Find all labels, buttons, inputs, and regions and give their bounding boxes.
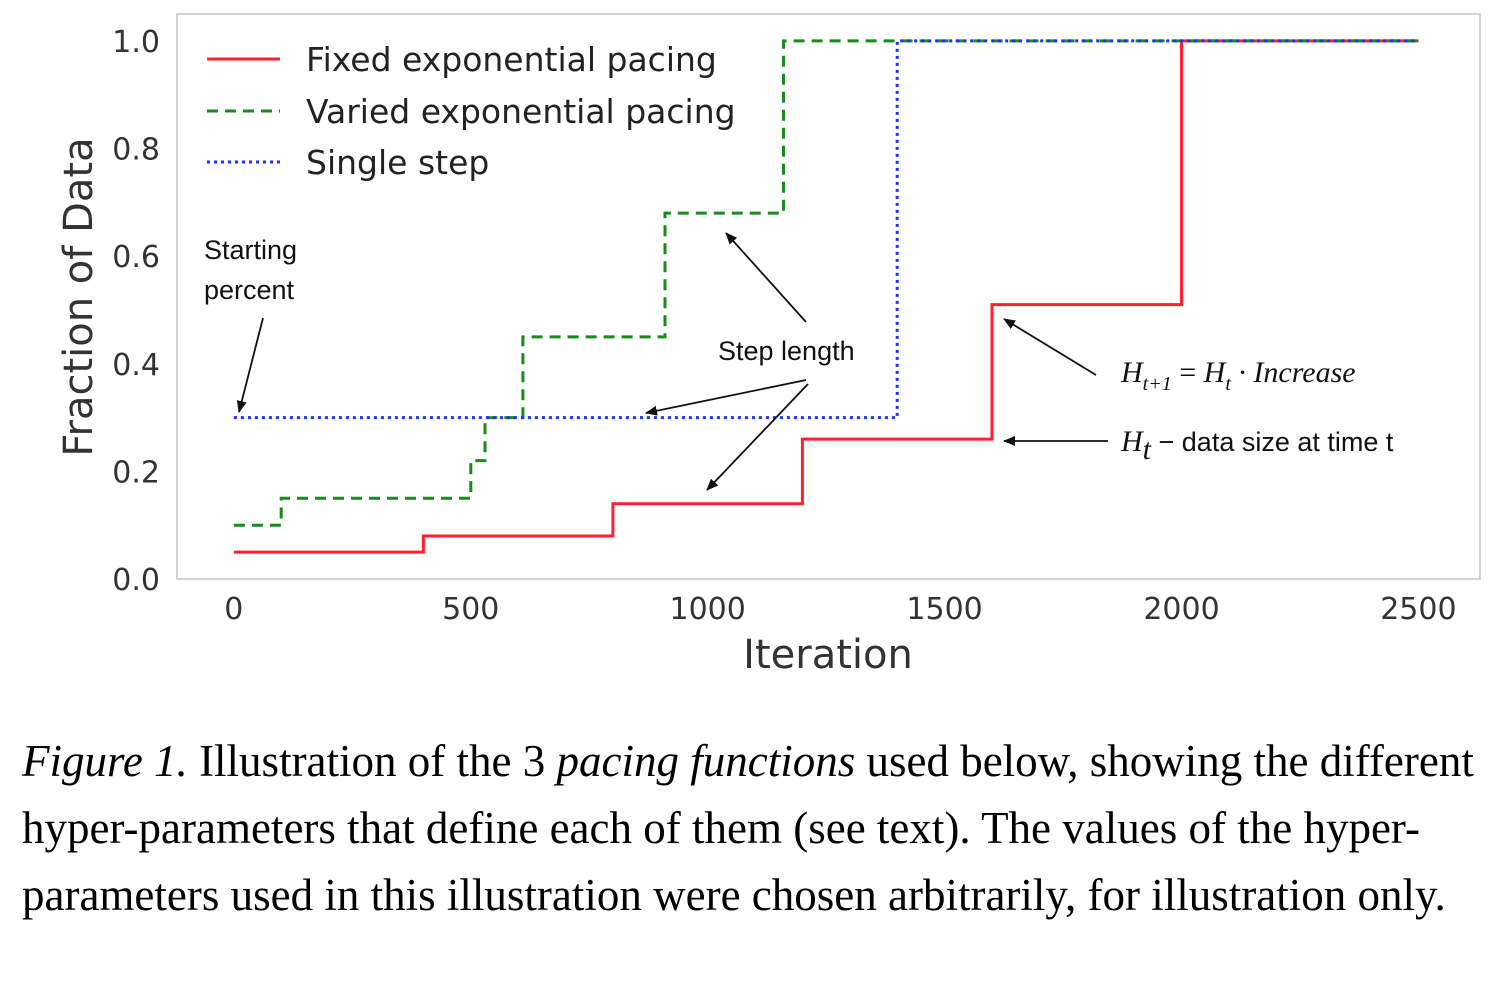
pacing-chart: 0 500 1000 1500 2000 2500 0.00.20.40.60.81.0 … xyxy=(56,13,1481,678)
x-tick-label: 1000 xyxy=(669,592,745,627)
arrow-formula xyxy=(1003,318,1097,376)
series-lines xyxy=(233,39,1419,554)
legend-label-fixed: Fixed exponential pacing xyxy=(306,40,717,79)
arrow-step-length-fixed xyxy=(706,383,809,491)
y-tick-label: 0.4 xyxy=(112,348,160,383)
x-axis-ticks: 0 500 1000 1500 2000 2500 xyxy=(224,592,1456,627)
plot-area xyxy=(176,13,1481,580)
annotation-starting-percent-line1: Starting xyxy=(204,235,297,265)
x-tick-label: 0 xyxy=(224,592,243,627)
caption-label: Figure 1. xyxy=(22,736,188,786)
arrow-step-length-single xyxy=(645,379,807,416)
annotation-data-size: Ht − data size at time t xyxy=(1120,425,1394,466)
y-axis-title: Fraction of Data xyxy=(56,137,102,456)
figure-caption: Figure 1. Illustration of the 3 pacing f… xyxy=(22,728,1477,929)
annotation-starting-percent-line2: percent xyxy=(204,275,295,305)
caption-text-1: Illustration of the 3 xyxy=(187,736,557,786)
annotations: Starting percent Step length Ht+1 = Ht ·… xyxy=(204,232,1394,491)
x-axis-title: Iteration xyxy=(743,632,913,678)
caption-emphasis: pacing functions xyxy=(556,736,856,786)
y-tick-label: 0.0 xyxy=(112,563,160,598)
x-tick-label: 2500 xyxy=(1380,592,1456,627)
x-tick-label: 500 xyxy=(442,592,499,627)
y-tick-label: 1.0 xyxy=(112,25,160,60)
annotation-step-length: Step length xyxy=(718,336,855,366)
x-tick-label: 2000 xyxy=(1143,592,1219,627)
annotation-formula: Ht+1 = Ht · Increase xyxy=(1120,356,1356,395)
y-tick-label: 0.6 xyxy=(112,240,160,275)
arrow-starting-percent xyxy=(236,317,264,413)
legend-label-varied: Varied exponential pacing xyxy=(306,92,736,131)
caption-text-2: used below, showing the different hyper-… xyxy=(22,736,1474,920)
y-axis-ticks: 0.0 0.2 0.4 0.6 0.8 1.0 xyxy=(112,25,160,598)
x-tick-label: 1500 xyxy=(906,592,982,627)
arrow-step-length-varied xyxy=(725,232,807,323)
legend: Fixed exponential pacing Varied exponent… xyxy=(207,40,736,182)
series-line-fixed-exponential xyxy=(233,39,1419,554)
series-line-single-step xyxy=(233,39,1419,420)
y-tick-label: 0.2 xyxy=(112,455,160,490)
y-tick-label: 0.8 xyxy=(112,133,160,168)
legend-label-single: Single step xyxy=(306,143,489,182)
